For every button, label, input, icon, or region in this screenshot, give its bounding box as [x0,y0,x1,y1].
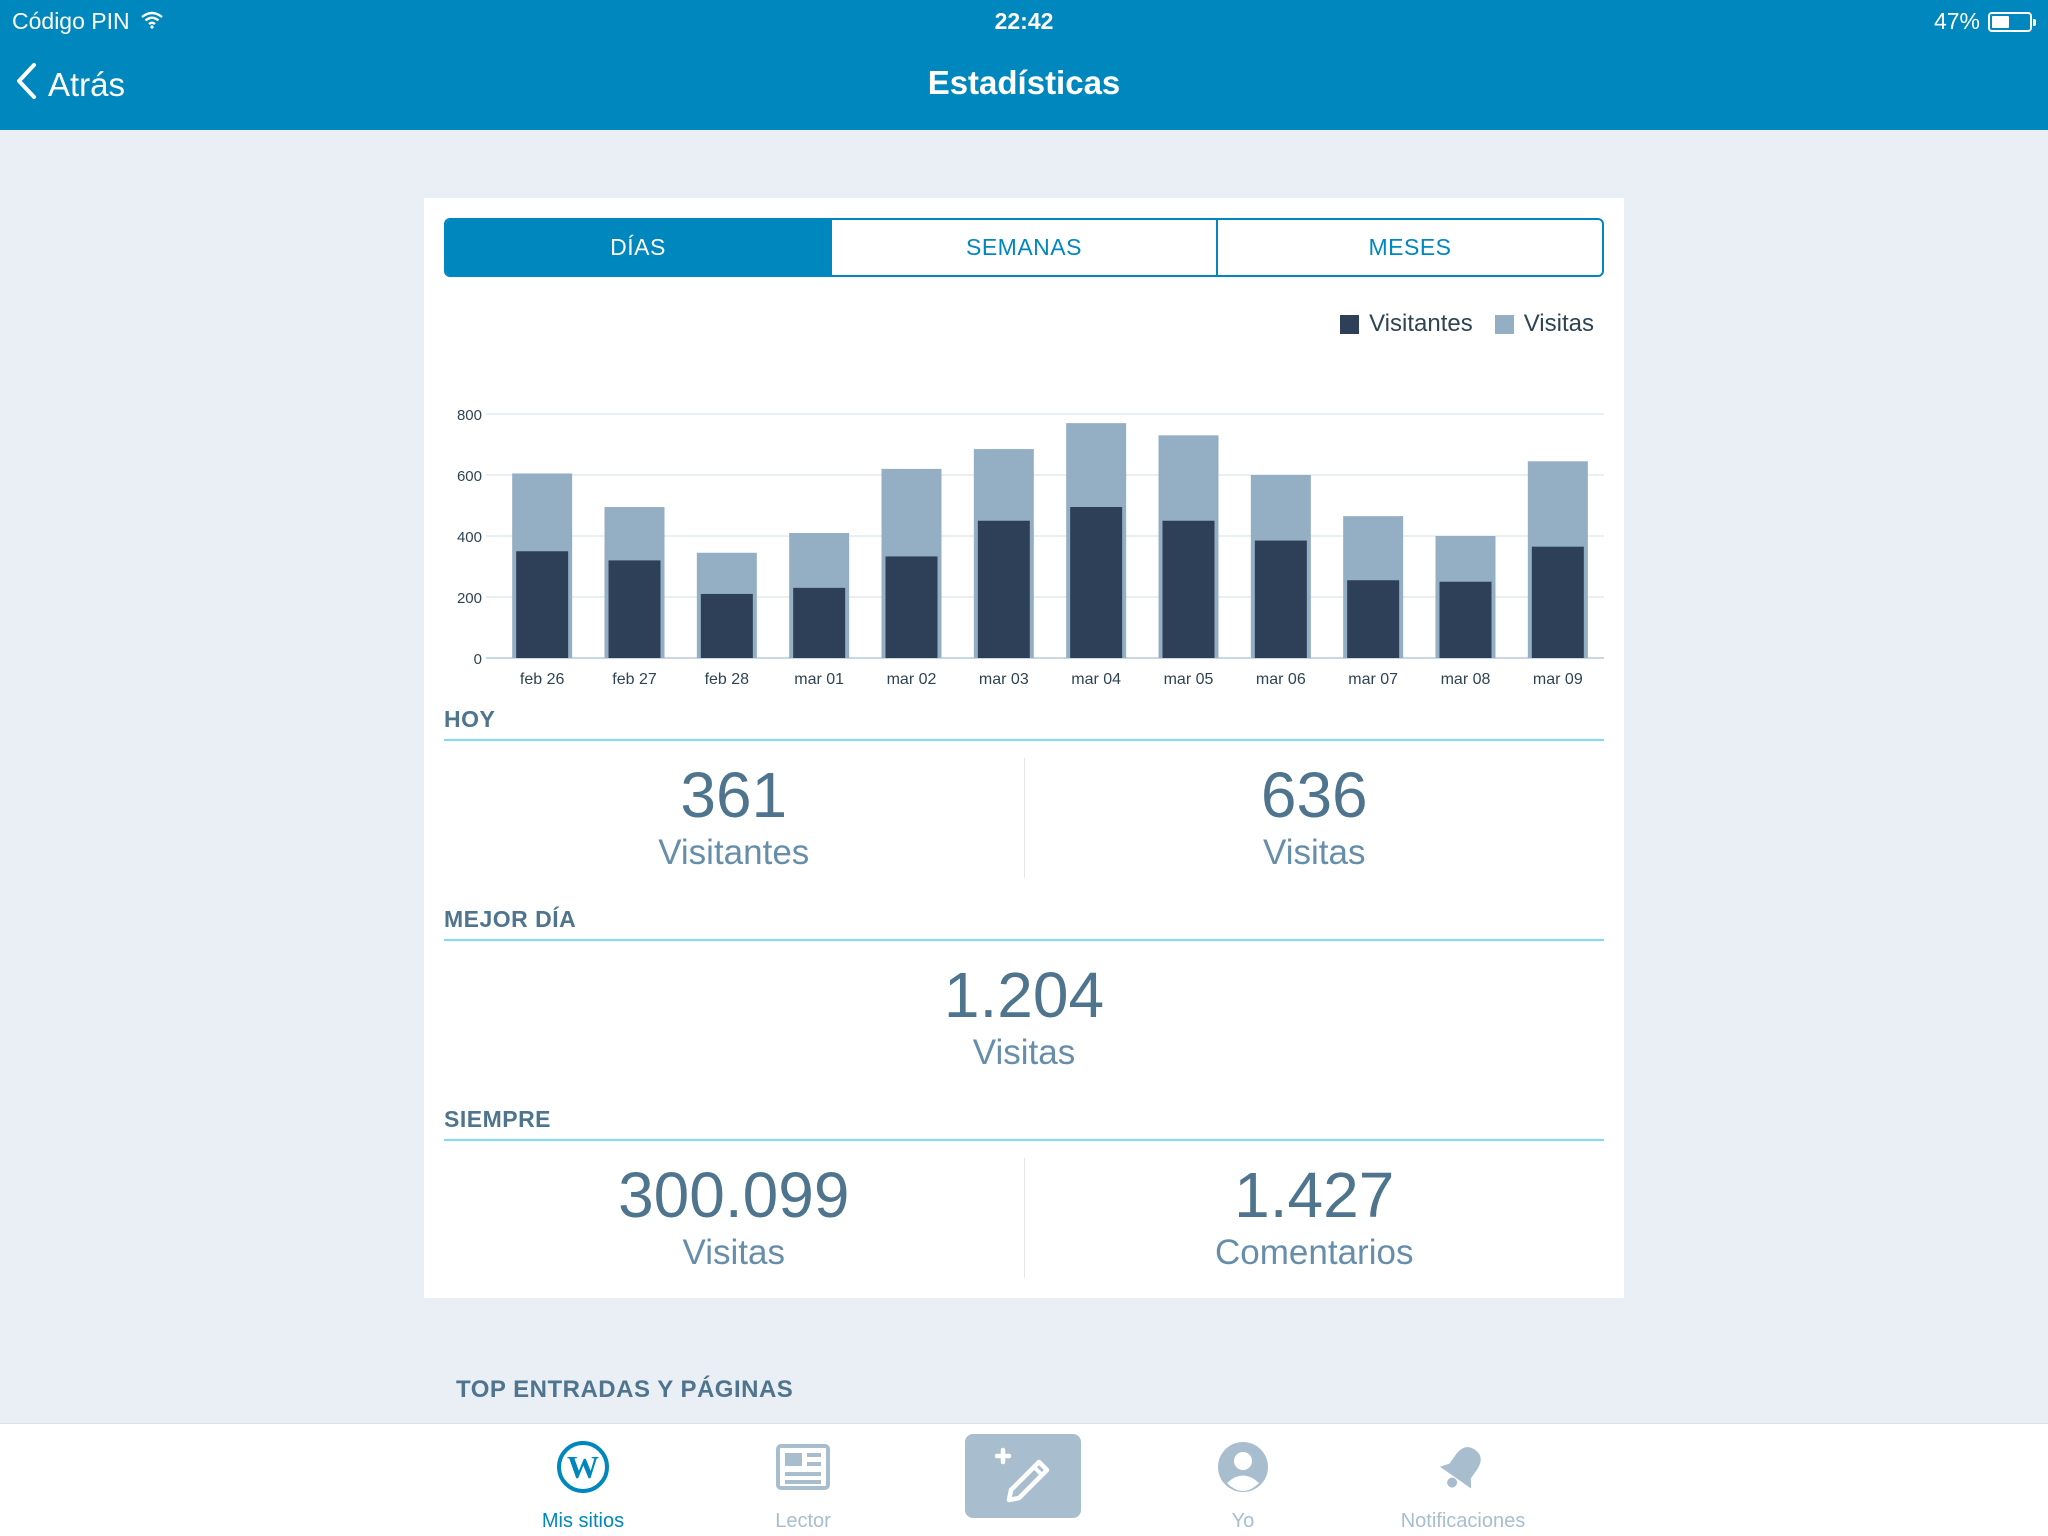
tab-reader[interactable]: Lector [723,1436,883,1533]
all-time-stats: 300.099 Visitas 1.427 Comentarios [444,1158,1604,1278]
legend-item-views: Visitas [1494,310,1594,338]
x-tick-label: mar 01 [794,671,844,688]
all-time-views-label: Visitas [682,1233,785,1272]
all-time-views: 300.099 Visitas [444,1158,1024,1278]
tab-my-sites[interactable]: W Mis sitios [503,1436,663,1533]
legend-label-visitors: Visitantes [1369,310,1473,337]
chart-legend: Visitantes Visitas [1340,310,1594,338]
status-time: 22:42 [994,8,1054,34]
x-tick-label: mar 05 [1164,671,1214,688]
legend-swatch-views [1494,314,1514,334]
tab-weeks[interactable]: SEMANAS [830,220,1216,275]
section-title-best-day: MEJOR DÍA [444,906,1604,941]
tab-label-notifications: Notificaciones [1400,1510,1526,1532]
legend-label-views: Visitas [1523,310,1594,337]
nav-bar: Atrás Estadísticas [0,42,2048,130]
battery-percent: 47% [1933,8,1980,34]
today-visitors: 361 Visitantes [444,758,1024,878]
tab-days[interactable]: DÍAS [446,220,830,275]
x-tick-label: mar 03 [979,671,1029,688]
x-tick-label: mar 09 [1533,671,1583,688]
chevron-left-icon [14,62,38,108]
bar-visitors [1254,540,1307,658]
app-header: Código PIN 22:42 47% [0,0,2048,130]
tab-notifications[interactable]: Notificaciones [1383,1436,1543,1533]
today-visitors-label: Visitantes [658,833,810,872]
reader-icon [723,1436,883,1498]
y-tick-label: 200 [457,590,482,607]
wifi-icon [140,8,164,35]
today-views-value: 636 [1260,759,1368,831]
status-right: 47% [1933,8,2036,35]
section-title-today: HOY [444,706,1604,741]
best-day-views-value: 1.204 [943,959,1105,1031]
bar-visitors [1531,546,1584,658]
battery-fill [1992,15,2009,28]
bar-visitors [1162,520,1215,658]
bar-visitors [1347,580,1400,658]
best-day-views-label: Visitas [972,1033,1076,1072]
all-time-comments: 1.427 Comentarios [1023,1158,1605,1278]
status-bar: Código PIN 22:42 47% [0,0,2048,42]
x-tick-label: mar 06 [1256,671,1306,688]
bar-visitors [793,587,846,658]
y-tick-label: 400 [457,529,482,546]
best-day-views: 1.204 Visitas [444,958,1604,1078]
top-posts-title: TOP ENTRADAS Y PÁGINAS [456,1376,794,1403]
bell-icon [1383,1436,1543,1498]
best-day-stats: 1.204 Visitas [444,958,1604,1078]
back-button[interactable]: Atrás [14,62,125,108]
y-tick-label: 800 [457,407,482,424]
tab-months[interactable]: MESES [1216,220,1602,275]
today-visitors-value: 361 [680,759,788,831]
tab-label-me: Yo [1231,1510,1255,1532]
bar-visitors [700,593,753,658]
x-tick-label: mar 04 [1071,671,1121,688]
legend-item-visitors: Visitantes [1340,310,1473,338]
all-time-comments-label: Comentarios [1215,1233,1414,1272]
svg-text:W: W [567,1449,599,1485]
y-tick-label: 600 [457,468,482,485]
y-tick-label: 0 [474,651,482,668]
compose-button[interactable] [965,1434,1081,1518]
wordpress-icon: W [503,1436,663,1498]
tab-label-reader: Lector [775,1510,831,1532]
all-time-comments-value: 1.427 [1234,1159,1395,1231]
x-tick-label: feb 27 [612,671,657,688]
today-stats: 361 Visitantes 636 Visitas [444,758,1604,878]
bar-chart: 0 200 400 600 800 feb 26 feb 27 feb 28 mar 01 mar… [457,407,1604,688]
compose-icon [991,1444,1055,1509]
battery-icon [1988,11,2036,32]
today-views-label: Visitas [1263,833,1366,872]
today-views: 636 Visitas [1023,758,1605,878]
x-tick-label: mar 07 [1348,671,1398,688]
all-time-views-value: 300.099 [618,1159,850,1231]
x-tick-label: feb 28 [705,671,750,688]
tab-label-my-sites: Mis sitios [541,1510,625,1532]
bar-visitors [608,560,661,658]
tab-bar: W Mis sitios Lector [0,1423,2048,1536]
x-tick-label: feb 26 [520,671,565,688]
x-tick-label: mar 08 [1441,671,1491,688]
carrier-label: Código PIN [12,8,130,34]
status-left: Código PIN [12,8,164,35]
x-tick-label: mar 02 [887,671,937,688]
page-title: Estadísticas [927,64,1121,101]
bar-visitors [885,556,938,658]
bar-visitors [1439,581,1492,658]
user-icon [1163,1436,1323,1498]
bar-visitors [1070,507,1123,658]
back-label: Atrás [48,66,126,103]
legend-swatch-visitors [1340,314,1360,334]
bar-visitors [977,520,1030,658]
bar-visitors [516,551,569,658]
tab-me[interactable]: Yo [1163,1436,1323,1533]
period-selector: DÍAS SEMANAS MESES [444,218,1604,277]
stats-card: DÍAS SEMANAS MESES Visitantes Visitas 0 2… [424,198,1624,1298]
section-title-all-time: SIEMPRE [444,1106,1604,1141]
